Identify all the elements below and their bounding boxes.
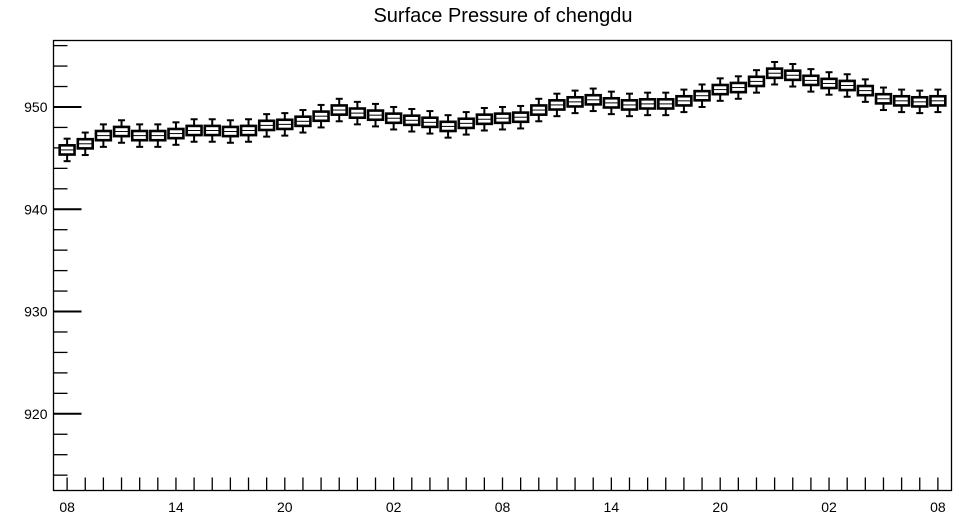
- box-16: [348, 100, 367, 126]
- box-20: [421, 110, 439, 135]
- x-tick-label: 02: [386, 499, 402, 515]
- box-33: [657, 91, 675, 117]
- box-4: [130, 123, 149, 148]
- box-12: [276, 112, 294, 137]
- box-14: [312, 103, 330, 129]
- box-7: [185, 118, 203, 143]
- box-21: [439, 114, 457, 139]
- box-45: [874, 86, 893, 112]
- box-6: [167, 121, 185, 146]
- plot-frame: [52, 39, 953, 492]
- box-46: [892, 88, 911, 114]
- box-18: [384, 105, 403, 131]
- x-tick-label: 08: [930, 499, 946, 515]
- box-0: [58, 137, 76, 163]
- box-25: [511, 104, 530, 130]
- axis-ticks: 920 930 940 950 08 14 20 02 08 14 20 02 08: [24, 44, 946, 515]
- box-39: [765, 60, 784, 86]
- box-42: [820, 71, 838, 96]
- x-tick-label: 08: [59, 499, 75, 515]
- box-13: [294, 109, 312, 134]
- box-8: [203, 118, 221, 143]
- x-tick-label: 08: [495, 499, 511, 515]
- box-22: [457, 111, 475, 136]
- box-5: [149, 123, 167, 148]
- box-47: [911, 89, 929, 115]
- box-3: [112, 119, 131, 144]
- box-27: [548, 92, 566, 118]
- box-1: [76, 131, 94, 157]
- box-41: [802, 68, 820, 93]
- box-28: [566, 89, 584, 115]
- box-30: [602, 90, 621, 116]
- box-10: [239, 118, 258, 143]
- box-36: [711, 77, 729, 102]
- box-43: [838, 73, 856, 98]
- box-11: [257, 113, 276, 138]
- x-tick-label: 20: [712, 499, 728, 515]
- box-24: [493, 105, 512, 131]
- y-tick-label: 950: [24, 99, 48, 115]
- box-series: [58, 60, 947, 163]
- y-tick-label: 930: [24, 304, 48, 320]
- box-29: [584, 87, 602, 113]
- x-tick-label: 20: [277, 499, 293, 515]
- x-tick-label: 14: [604, 499, 620, 515]
- box-19: [403, 108, 421, 133]
- box-35: [693, 83, 711, 108]
- box-38: [747, 69, 766, 94]
- box-23: [475, 107, 494, 132]
- chart-title: Surface Pressure of chengdu: [373, 5, 632, 27]
- y-tick-label: 920: [24, 406, 48, 422]
- box-9: [221, 119, 240, 144]
- box-37: [729, 75, 748, 100]
- box-44: [856, 78, 875, 103]
- x-tick-label: 02: [821, 499, 837, 515]
- x-tick-label: 14: [168, 499, 184, 515]
- box-40: [784, 63, 802, 88]
- box-15: [330, 97, 348, 123]
- box-34: [675, 88, 693, 114]
- box-2: [94, 123, 113, 148]
- box-26: [530, 97, 548, 123]
- box-48: [929, 88, 947, 114]
- box-31: [620, 92, 639, 118]
- box-17: [366, 102, 385, 128]
- y-tick-label: 940: [24, 201, 48, 217]
- box-32: [638, 91, 657, 117]
